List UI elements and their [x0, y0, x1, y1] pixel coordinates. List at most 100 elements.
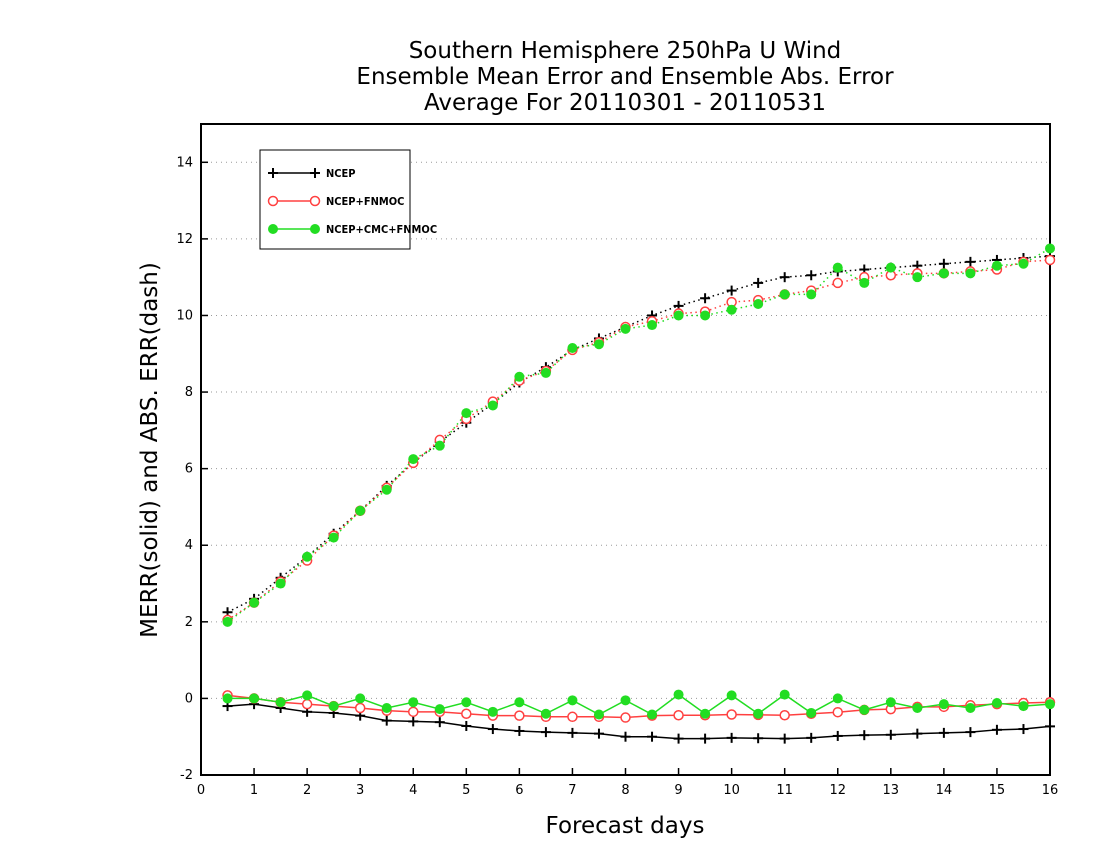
x-tick-label: 14 [936, 783, 953, 798]
x-tick-label: 9 [674, 783, 682, 798]
merr-point [1045, 699, 1055, 710]
abs-err-point [408, 454, 419, 465]
merr-point [726, 732, 737, 743]
merr-point [461, 697, 472, 708]
merr-point [673, 710, 684, 721]
merr-point [647, 709, 658, 720]
abs-err-point [1044, 254, 1056, 266]
merr-point [593, 728, 604, 739]
y-tick-label: 4 [185, 538, 193, 553]
x-tick-label: 16 [1042, 783, 1059, 798]
abs-err-point [700, 310, 711, 321]
merr-point [700, 733, 711, 744]
x-tick-label: 7 [568, 783, 576, 798]
merr-point [567, 695, 578, 706]
title-line-2: Ensemble Mean Error and Ensemble Abs. Er… [356, 64, 894, 90]
abs-err-point [779, 289, 790, 300]
merr-point [832, 730, 843, 741]
merr-point [779, 710, 790, 721]
abs-err-point [832, 277, 843, 289]
series [222, 243, 1056, 744]
merr-point [1018, 724, 1029, 735]
merr-point [859, 730, 870, 741]
abs-err-point [1045, 243, 1055, 254]
merr-point [753, 733, 764, 744]
merr-point [700, 708, 711, 719]
legend-marker [309, 195, 321, 207]
title-line-3: Average For 20110301 - 20110531 [424, 90, 826, 116]
merr-point [222, 693, 233, 704]
merr-point [859, 704, 870, 715]
legend-marker [310, 168, 320, 178]
merr-point [885, 729, 896, 740]
abs-err-point [991, 260, 1002, 271]
abs-err-point [487, 400, 498, 411]
abs-err-point [806, 270, 817, 281]
abs-err-point [965, 268, 976, 279]
merr-point [381, 715, 392, 726]
legend-marker [268, 168, 278, 178]
merr-point [567, 727, 578, 738]
abs-err-point [726, 285, 737, 296]
merr-point [461, 720, 472, 731]
x-tick-label: 10 [723, 783, 740, 798]
legend-item-1: NCEP [268, 167, 356, 180]
y-tick-label: -2 [180, 768, 193, 783]
abs-err-point [779, 272, 790, 283]
x-tick-label: 13 [883, 783, 900, 798]
merr-point [408, 706, 419, 718]
x-axis-label: Forecast days [546, 813, 705, 839]
merr-point [620, 695, 631, 706]
chart-title: Southern Hemisphere 250hPa U WindEnsembl… [356, 38, 894, 116]
legend-label: NCEP [326, 167, 356, 180]
abs-err-point [753, 277, 764, 288]
merr-point [461, 708, 472, 719]
abs-err-point [965, 256, 976, 267]
x-tick-label: 12 [829, 783, 846, 798]
merr-point [779, 733, 790, 744]
merr-point [832, 706, 843, 718]
x-tick-label: 2 [303, 783, 311, 798]
merr-point [487, 724, 498, 735]
legend-marker [268, 224, 278, 234]
abs-err-point [673, 310, 684, 321]
merr-point [726, 709, 737, 720]
x-tick-label: 1 [250, 783, 258, 798]
merr-point [673, 733, 684, 744]
merr-point [434, 717, 445, 728]
gridlines [201, 161, 1050, 776]
legend-label: NCEP+CMC+FNMOC [326, 223, 437, 236]
abs-err-point [249, 597, 260, 608]
legend-box [259, 149, 411, 250]
merr-point [938, 727, 949, 738]
merr-point [673, 689, 684, 700]
merr-line [227, 693, 1051, 716]
abs-err-point [1018, 258, 1029, 269]
merr-point [965, 727, 976, 738]
abs-err-point [647, 320, 658, 331]
merr-point [965, 702, 976, 713]
legend: NCEP NCEP+FNMOC NCEP+CMC+FNMOC [259, 149, 437, 250]
merr-point [1045, 721, 1055, 732]
legend-item-2: NCEP+FNMOC [267, 195, 404, 208]
abs-err-point [222, 616, 233, 627]
series-1 [222, 251, 1055, 744]
x-tick-label: 8 [621, 783, 629, 798]
abs-err-point [328, 532, 339, 543]
abs-err-point [753, 298, 764, 309]
abs-err-point [434, 440, 445, 451]
merr-point [514, 710, 525, 721]
abs-err-point [593, 339, 604, 350]
merr-point [1018, 701, 1029, 712]
y-tick-label: 8 [185, 385, 193, 400]
abs-err-point [726, 304, 737, 315]
abs-err-point [885, 262, 896, 273]
merr-point [328, 701, 339, 712]
merr-point [540, 708, 551, 719]
merr-point [302, 690, 313, 701]
x-tick-label: 11 [776, 783, 793, 798]
abs-err-point [540, 367, 551, 378]
y-tick-label: 14 [176, 155, 193, 170]
